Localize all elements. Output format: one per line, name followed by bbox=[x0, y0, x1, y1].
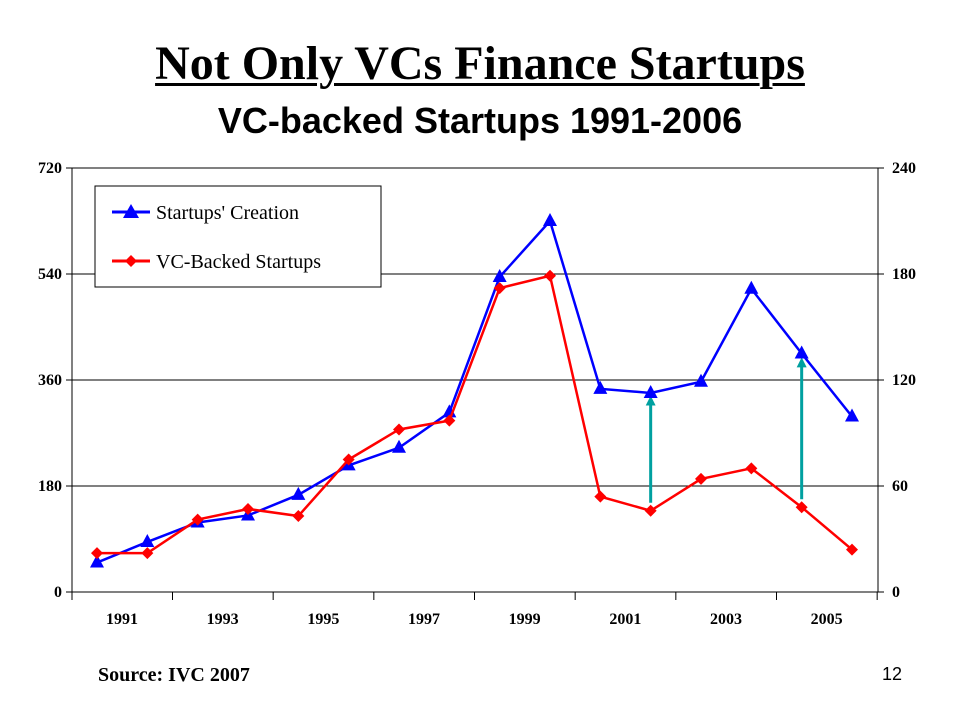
axes: 0 180 360 540 720 0 60 120 180 240 1991 1993 1995 199… bbox=[38, 160, 916, 628]
right-tick-label-180: 180 bbox=[892, 266, 916, 283]
series-2-point-2000 bbox=[544, 269, 556, 282]
series-2-point-2003 bbox=[695, 472, 707, 485]
x-tick-label-2005: 2005 bbox=[811, 611, 843, 628]
slide-title: Not Only VCs Finance Startups bbox=[155, 37, 805, 90]
series-1-point-2006 bbox=[845, 408, 859, 422]
right-tick-label-240: 240 bbox=[892, 160, 916, 177]
series-2-point-1991 bbox=[91, 547, 103, 560]
legend-box bbox=[94, 185, 382, 288]
series bbox=[90, 213, 859, 568]
series-1-point-2000 bbox=[543, 213, 557, 226]
series-2-point-1996 bbox=[342, 453, 355, 466]
series-2-point-1999 bbox=[493, 282, 506, 295]
x-tick-label-2003: 2003 bbox=[710, 611, 742, 628]
left-tick-label-0: 0 bbox=[54, 584, 62, 601]
series-2-point-1998 bbox=[443, 414, 456, 427]
legend: Startups' Creation VC-Backed Startups bbox=[94, 185, 382, 288]
x-tick-label-1995: 1995 bbox=[307, 611, 339, 628]
legend-label-vc: VC-Backed Startups bbox=[156, 251, 321, 273]
series-1-point-1992 bbox=[140, 533, 155, 547]
left-tick-label-360: 360 bbox=[38, 372, 62, 389]
series-line-1 bbox=[96, 218, 853, 564]
legend-marker-startups bbox=[123, 204, 139, 218]
x-tick-label-2001: 2001 bbox=[609, 611, 641, 628]
series-2-point-2002 bbox=[644, 504, 657, 517]
x-tick-label-1997: 1997 bbox=[408, 611, 440, 628]
series-1-point-2002 bbox=[643, 384, 658, 398]
right-tick-label-60: 60 bbox=[892, 478, 908, 495]
series-2-point-1993 bbox=[191, 513, 204, 526]
legend-label-startups: Startups' Creation bbox=[156, 202, 299, 224]
series-2-point-2006 bbox=[846, 543, 858, 556]
x-tick-label-1993: 1993 bbox=[207, 611, 239, 628]
series-2-point-2004 bbox=[745, 462, 758, 475]
left-tick-label-180: 180 bbox=[38, 478, 62, 495]
series-1-point-1995 bbox=[291, 486, 306, 500]
series-2-point-1995 bbox=[292, 510, 305, 523]
series-1-point-1997 bbox=[392, 439, 406, 453]
x-tick-label-1999: 1999 bbox=[509, 611, 541, 628]
source-note: Source: IVC 2007 bbox=[98, 664, 250, 686]
series-1-point-2003 bbox=[694, 373, 708, 387]
series-2-point-1992 bbox=[141, 547, 154, 560]
right-tick-label-120: 120 bbox=[892, 372, 916, 389]
series-2-point-1997 bbox=[393, 423, 405, 436]
series-1-point-2005 bbox=[794, 345, 809, 359]
right-tick-label-0: 0 bbox=[892, 584, 900, 601]
series-1-point-1991 bbox=[90, 554, 104, 568]
x-tick-label-1991: 1991 bbox=[106, 611, 138, 628]
series-line-2 bbox=[97, 274, 853, 555]
annotation-arrows bbox=[645, 357, 807, 503]
left-tick-label-540: 540 bbox=[38, 266, 62, 283]
series-1-point-1999 bbox=[492, 268, 507, 282]
left-tick-label-720: 720 bbox=[38, 160, 62, 177]
series-1-point-2001 bbox=[593, 380, 608, 394]
series-2-point-1994 bbox=[242, 502, 254, 515]
legend-marker-vc bbox=[125, 255, 137, 267]
series-2-point-2001 bbox=[594, 490, 607, 503]
page-number: 12 bbox=[882, 664, 903, 684]
series-1-point-2004 bbox=[744, 280, 759, 294]
slide-subtitle: VC-backed Startups 1991-2006 bbox=[217, 100, 743, 141]
series-2-point-2005 bbox=[795, 501, 808, 514]
grid-lines bbox=[72, 167, 878, 487]
